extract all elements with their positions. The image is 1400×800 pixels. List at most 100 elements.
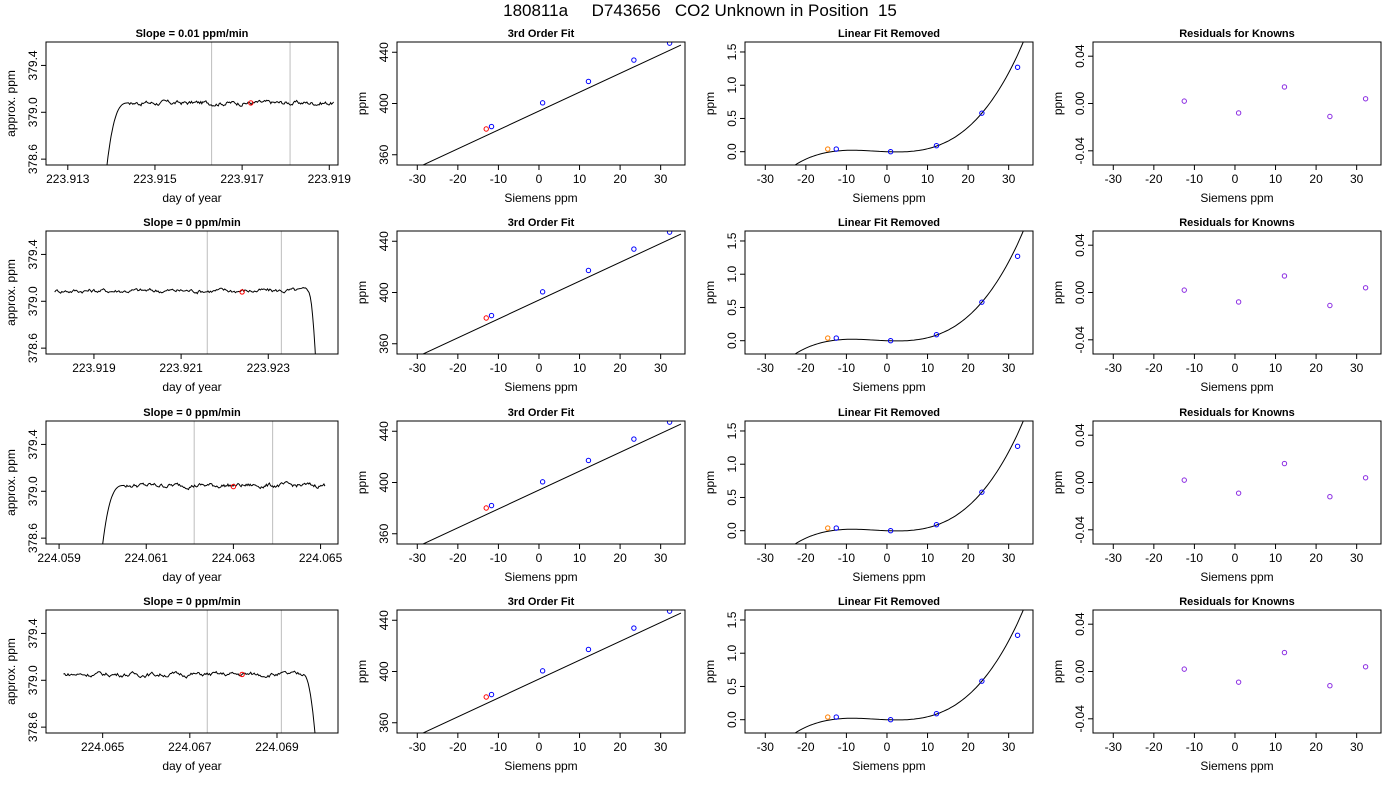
y-tick-label: 1.0 <box>725 645 739 662</box>
x-axis-label: Siemens ppm <box>504 759 577 773</box>
x-tick-label: -20 <box>1145 740 1163 754</box>
fit-line <box>421 612 682 733</box>
data-point <box>833 714 839 720</box>
plot-area <box>102 421 326 544</box>
plot-frame <box>396 609 686 734</box>
data-point <box>585 457 592 464</box>
x-tick-label: 30 <box>1002 740 1016 754</box>
plot-frame <box>744 230 1034 355</box>
y-tick-label: 378.6 <box>26 523 40 553</box>
data-point <box>666 610 673 614</box>
x-axis-label: day of year <box>162 191 221 205</box>
y-axis-label: approx. ppm <box>4 259 18 326</box>
data-point <box>887 717 894 723</box>
data-point <box>631 246 637 252</box>
x-tick-label: -20 <box>449 551 467 565</box>
residual-point <box>1362 96 1369 102</box>
data-point <box>585 78 592 85</box>
x-tick-label: 223.913 <box>46 172 90 186</box>
y-tick-label: 0.0 <box>725 332 739 349</box>
y-tick-label: 400 <box>377 472 391 492</box>
y-tick-label: 379.0 <box>26 97 40 127</box>
x-tick-label: -20 <box>797 551 815 565</box>
x-tick-label: 0 <box>884 551 891 565</box>
x-tick-label: 20 <box>1309 740 1323 754</box>
y-tick-label: 440 <box>377 42 391 62</box>
x-tick-label: 223.919 <box>72 361 116 375</box>
figure-title: 180811a D743656 CO2 Unknown in Position … <box>503 1 897 20</box>
plot-area <box>421 231 682 354</box>
mean-point <box>239 671 245 678</box>
plot-title: Slope = 0 ppm/min <box>143 217 241 229</box>
residual-point <box>1362 664 1369 670</box>
x-tick-label: 10 <box>1269 361 1283 375</box>
residual-point <box>1281 460 1288 467</box>
data-point <box>1014 443 1021 449</box>
data-point <box>933 143 940 149</box>
y-axis-label: ppm <box>355 660 369 683</box>
plot-area <box>1181 460 1369 500</box>
x-tick-label: 0 <box>1232 172 1239 186</box>
x-axis-label: day of year <box>162 759 221 773</box>
residual-point <box>1281 84 1288 90</box>
x-axis-label: day of year <box>162 570 221 584</box>
data-point <box>585 646 592 653</box>
x-tick-label: 224.061 <box>125 551 169 565</box>
data-point <box>483 126 489 132</box>
plot-frame <box>396 420 686 545</box>
data-point <box>979 489 985 495</box>
panel-residuals-3: Residuals for Knowns Siemens ppm ppm -30 -20… <box>1051 407 1382 584</box>
y-tick-label: 0.00 <box>1073 91 1087 115</box>
data-point <box>933 711 940 717</box>
data-point <box>933 332 940 338</box>
panel-residual-curve-4: Linear Fit Removed Siemens ppm ppm -30 -20 -1… <box>703 596 1034 773</box>
x-tick-label: -30 <box>757 740 775 754</box>
x-tick-label: 10 <box>921 740 935 754</box>
y-tick-label: 0.0 <box>725 522 739 539</box>
x-tick-label: 20 <box>961 361 975 375</box>
data-point <box>666 421 673 425</box>
x-tick-label: -10 <box>490 551 508 565</box>
cubic-curve <box>794 610 1024 733</box>
data-point <box>585 267 592 274</box>
residual-point <box>1327 682 1333 689</box>
plot-title: 3rd Order Fit <box>508 596 575 608</box>
plot-frame <box>45 420 339 545</box>
y-axis-label: ppm <box>355 92 369 115</box>
plot-title: 3rd Order Fit <box>508 28 575 40</box>
data-point <box>833 335 839 341</box>
data-point <box>825 335 831 341</box>
panel-fit-1: 3rd Order Fit Siemens ppm ppm -30 -20 -10 0 10 2… <box>355 28 686 205</box>
y-axis-label: ppm <box>1051 471 1065 494</box>
plot-frame <box>744 420 1034 545</box>
y-axis-label: approx. ppm <box>4 449 18 516</box>
x-tick-label: -20 <box>797 740 815 754</box>
x-tick-label: -20 <box>449 361 467 375</box>
y-axis-label: approx. ppm <box>4 70 18 137</box>
panel-residuals-4: Residuals for Knowns Siemens ppm ppm -30 -20… <box>1051 596 1382 773</box>
x-tick-label: -20 <box>449 740 467 754</box>
residual-point <box>1235 490 1242 496</box>
x-tick-label: 30 <box>654 361 668 375</box>
x-tick-label: 10 <box>1269 551 1283 565</box>
y-tick-label: -0.04 <box>1073 705 1087 733</box>
x-tick-label: -30 <box>757 551 775 565</box>
y-tick-label: 0.0 <box>725 143 739 160</box>
y-tick-label: 0.00 <box>1073 280 1087 304</box>
y-tick-label: 0.5 <box>725 489 739 506</box>
plot-title: Residuals for Knowns <box>1179 596 1295 608</box>
x-tick-label: -10 <box>838 172 856 186</box>
x-tick-label: 0 <box>884 172 891 186</box>
x-tick-label: 223.919 <box>308 172 352 186</box>
y-tick-label: 0.04 <box>1073 44 1087 68</box>
y-tick-label: 379.4 <box>26 429 40 459</box>
x-tick-label: 10 <box>573 551 587 565</box>
data-point <box>933 522 940 528</box>
x-axis-label: Siemens ppm <box>504 191 577 205</box>
y-tick-label: 0.0 <box>725 711 739 728</box>
y-tick-label: 440 <box>377 421 391 441</box>
plot-frame <box>396 41 686 166</box>
x-tick-label: 224.063 <box>212 551 256 565</box>
y-tick-label: 0.04 <box>1073 612 1087 636</box>
plot-area <box>794 421 1024 544</box>
